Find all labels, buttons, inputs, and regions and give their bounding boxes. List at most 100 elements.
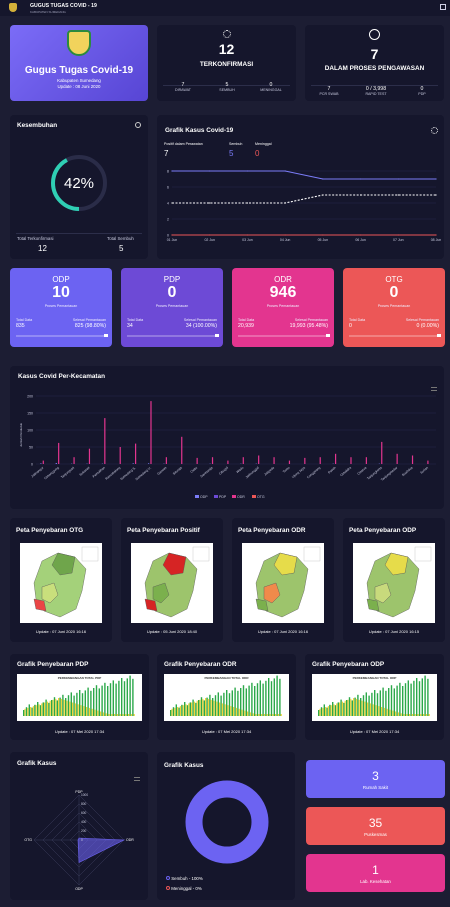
bar-odr[interactable]: [335, 453, 337, 464]
radar-menu-icon[interactable]: [134, 777, 140, 781]
stat-rapid-test: 0 / 3,998 RAPID TEST: [352, 86, 400, 96]
bar-odr[interactable]: [427, 460, 429, 464]
mini-bar: [376, 693, 379, 716]
mini-bar: [52, 699, 54, 716]
mini-bar: [219, 702, 221, 716]
district-map[interactable]: [353, 543, 435, 623]
bar-odr[interactable]: [58, 442, 60, 464]
bar-odr[interactable]: [119, 447, 121, 464]
legend-label[interactable]: PDP: [219, 495, 227, 499]
x-tick-label: Ujung Jaya: [291, 466, 306, 479]
bar-odr[interactable]: [150, 401, 152, 464]
legend-swatch: [214, 495, 218, 498]
region-shape[interactable]: [152, 582, 170, 604]
mini-bar: [386, 708, 388, 716]
bar-odr[interactable]: [319, 457, 321, 464]
bar-odr[interactable]: [288, 460, 291, 464]
case-card-odr[interactable]: ODR 946 Proses Pemantauan Total Data 20,939 S…: [232, 268, 334, 347]
case-card-otg[interactable]: OTG 0 Proses Pemantauan Total Data 0 Selesai …: [343, 268, 445, 347]
district-map[interactable]: [242, 543, 324, 623]
card-expand-handle[interactable]: [104, 334, 108, 337]
mini-bar: [53, 697, 56, 716]
case-card-pdp[interactable]: PDP 0 Proses Pemantauan Total Data 34 Selesai…: [121, 268, 223, 347]
card-sub: Proses Pemantauan: [266, 304, 300, 308]
region-shape[interactable]: [273, 552, 298, 576]
bar-odr[interactable]: [273, 457, 275, 464]
bar-odr[interactable]: [135, 443, 137, 464]
bar-odr[interactable]: [396, 453, 398, 464]
chart-menu-icon[interactable]: [431, 387, 437, 391]
bar-odr[interactable]: [365, 457, 367, 464]
mini-bar: [56, 700, 58, 716]
help-icon[interactable]: [135, 122, 141, 128]
y-tick-label: 8: [167, 170, 169, 174]
stat-dirawat: 7 DIRAWAT: [162, 82, 204, 92]
facility-card-2[interactable]: 1 Lab. Kesehatan: [306, 854, 445, 892]
confirmed-card: 12 TERKONFIRMASI 7 DIRAWAT 5 SEMBUH 0 MENIN…: [157, 25, 296, 101]
mini-bar: [392, 710, 394, 716]
bar-odr[interactable]: [381, 441, 383, 464]
region-shape[interactable]: [144, 598, 158, 612]
hero-update: Update : 08 Juni 2020: [57, 84, 101, 89]
case-card-odp[interactable]: ODP 10 Proses Pemantauan Total Data 835 Seles…: [10, 268, 112, 347]
bar-odr[interactable]: [73, 457, 75, 464]
mini-bar: [372, 704, 374, 716]
bar-odp[interactable]: [147, 463, 150, 464]
mini-bar: [344, 700, 346, 716]
facility-card-1[interactable]: 35 Puskesmas: [306, 807, 445, 845]
bar-odp[interactable]: [40, 463, 42, 464]
header: GUGUS TUGAS COVID - 19 KABUPATEN SUMEDAN…: [0, 0, 450, 16]
bar-odr[interactable]: [181, 436, 183, 464]
region-shape[interactable]: [384, 552, 409, 576]
bar-odr[interactable]: [350, 457, 352, 464]
legend-dot: [166, 886, 170, 890]
bar-odp[interactable]: [132, 463, 134, 464]
bar-odr[interactable]: [242, 457, 244, 464]
radar-title: Grafik Kasus: [17, 760, 57, 767]
spread-chart-image[interactable]: PERKEMBANGAN TOTAL ODR: [164, 674, 289, 721]
region-shape[interactable]: [51, 552, 76, 576]
region-shape[interactable]: [162, 552, 187, 576]
bar-odr[interactable]: [88, 448, 91, 464]
bar-odr[interactable]: [258, 455, 260, 465]
legend-label[interactable]: ODR: [237, 495, 245, 499]
bar-odr[interactable]: [227, 460, 229, 464]
region-shape[interactable]: [374, 582, 392, 604]
data-point: [171, 234, 173, 236]
mini-bar: [336, 703, 338, 716]
bar-odr[interactable]: [104, 418, 106, 464]
spread-chart-image[interactable]: PERKEMBANGAN TOTAL PDP: [17, 674, 142, 721]
card-expand-handle[interactable]: [215, 334, 219, 337]
bar-odr[interactable]: [196, 457, 198, 464]
region-shape[interactable]: [263, 582, 281, 604]
bar-odr[interactable]: [411, 455, 414, 465]
x-tick-label: Tomo: [282, 466, 291, 474]
bar-odr[interactable]: [211, 457, 214, 464]
mini-bar: [256, 683, 259, 716]
region-shape[interactable]: [255, 598, 269, 612]
region-shape[interactable]: [366, 598, 380, 612]
settings-gear-icon[interactable]: [431, 127, 438, 134]
spread-chart-image[interactable]: PERKEMBANGAN TOTAL ODP: [312, 674, 437, 721]
region-shape[interactable]: [41, 582, 59, 604]
bar-odp[interactable]: [55, 462, 57, 464]
card-expand-handle[interactable]: [326, 334, 330, 337]
legend-label[interactable]: OTG: [257, 495, 265, 499]
mini-bar: [44, 702, 46, 716]
card-right-value: 825 (98.80%): [74, 323, 106, 329]
fullscreen-icon[interactable]: [440, 4, 446, 10]
district-map[interactable]: [20, 543, 102, 623]
facility-card-0[interactable]: 3 Rumah Sakit: [306, 760, 445, 798]
bar-odr[interactable]: [42, 460, 44, 464]
mini-bar: [88, 707, 90, 716]
mini-bar: [346, 700, 348, 716]
card-expand-handle[interactable]: [437, 334, 441, 337]
legend-label: Meninggal: [255, 142, 272, 146]
bar-odr[interactable]: [165, 457, 167, 464]
district-map[interactable]: [131, 543, 213, 623]
legend-label[interactable]: ODP: [200, 495, 208, 499]
region-shape[interactable]: [33, 598, 47, 612]
mini-bar: [172, 707, 175, 716]
bar-odr[interactable]: [304, 457, 306, 464]
mini-bar: [74, 703, 76, 716]
